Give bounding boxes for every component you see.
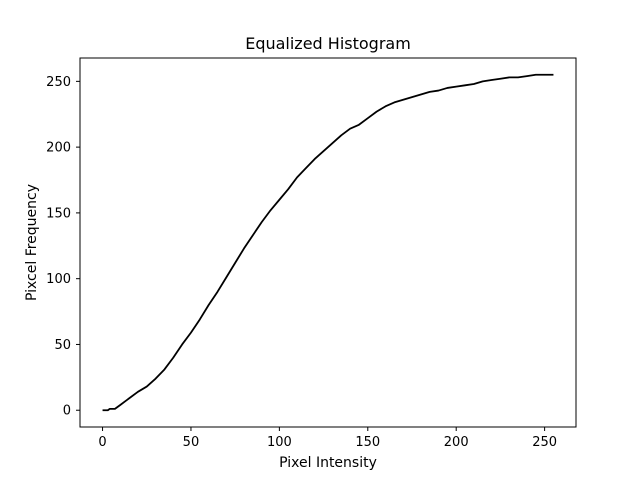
x-tick-label: 200: [444, 435, 469, 450]
x-tick-label: 150: [355, 435, 380, 450]
y-tick-label: 150: [46, 206, 71, 221]
x-tick-label: 0: [98, 435, 106, 450]
x-tick-label: 250: [532, 435, 557, 450]
y-tick-label: 100: [46, 272, 71, 287]
x-tick-label: 100: [267, 435, 292, 450]
chart-title: Equalized Histogram: [245, 34, 411, 53]
y-tick-label: 50: [54, 338, 71, 353]
y-tick-label: 250: [46, 75, 71, 90]
y-axis-label: Pixcel Frequency: [24, 184, 40, 301]
y-tick-label: 0: [63, 404, 71, 419]
x-axis-label: Pixel Intensity: [279, 455, 377, 471]
y-tick-label: 200: [46, 141, 71, 156]
x-tick-label: 50: [183, 435, 200, 450]
